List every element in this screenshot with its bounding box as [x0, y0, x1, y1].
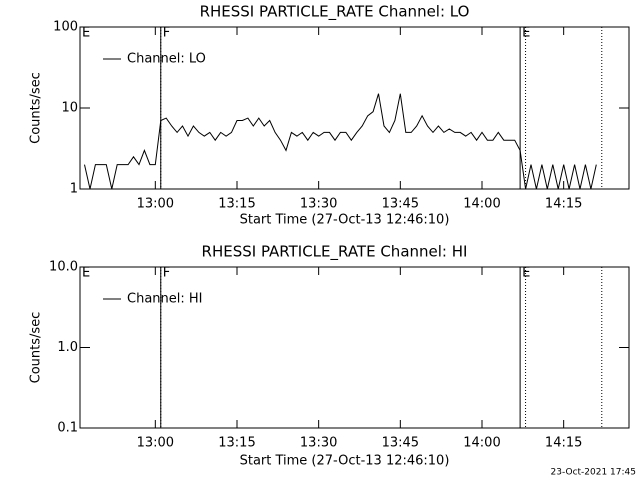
x-tick-label: 13:00 — [137, 197, 174, 212]
x-tick-label: 13:45 — [382, 436, 419, 451]
x-tick-label: 14:00 — [463, 197, 500, 212]
legend-label: Channel: HI — [127, 292, 203, 307]
event-label: E — [82, 26, 90, 41]
x-tick-label: 14:15 — [545, 197, 582, 212]
x-tick-label: 13:45 — [382, 197, 419, 212]
y-axis-label: Counts/sec — [29, 312, 44, 384]
y-tick-label: 100 — [53, 20, 78, 35]
x-tick-label: 13:30 — [300, 197, 337, 212]
event-label: E — [522, 266, 530, 281]
event-label: E — [82, 266, 90, 281]
x-axis-label: Start Time (27-Oct-13 12:46:10) — [240, 454, 450, 469]
event-label: E — [522, 26, 530, 41]
legend-label: Channel: LO — [127, 52, 206, 67]
timestamp: 23-Oct-2021 17:45 — [551, 468, 636, 478]
event-label: F — [163, 26, 170, 41]
y-tick-label: 1 — [70, 182, 78, 197]
x-tick-label: 13:15 — [218, 197, 255, 212]
chart-title: RHESSI PARTICLE_RATE Channel: LO — [200, 3, 470, 22]
x-tick-label: 14:15 — [545, 436, 582, 451]
x-tick-label: 13:00 — [137, 436, 174, 451]
event-label: F — [163, 266, 170, 281]
data-line — [84, 93, 597, 190]
y-tick-label: 10.0 — [49, 260, 78, 275]
y-tick-label: 1.0 — [57, 340, 78, 355]
x-tick-label: 13:15 — [218, 436, 255, 451]
y-axis-label: Counts/sec — [29, 72, 44, 144]
x-tick-label: 14:00 — [463, 436, 500, 451]
chart-title: RHESSI PARTICLE_RATE Channel: HI — [202, 243, 468, 262]
x-tick-label: 13:30 — [300, 436, 337, 451]
y-tick-label: 0.1 — [57, 421, 78, 436]
y-tick-label: 10 — [61, 101, 78, 116]
x-axis-label: Start Time (27-Oct-13 12:46:10) — [240, 213, 450, 228]
